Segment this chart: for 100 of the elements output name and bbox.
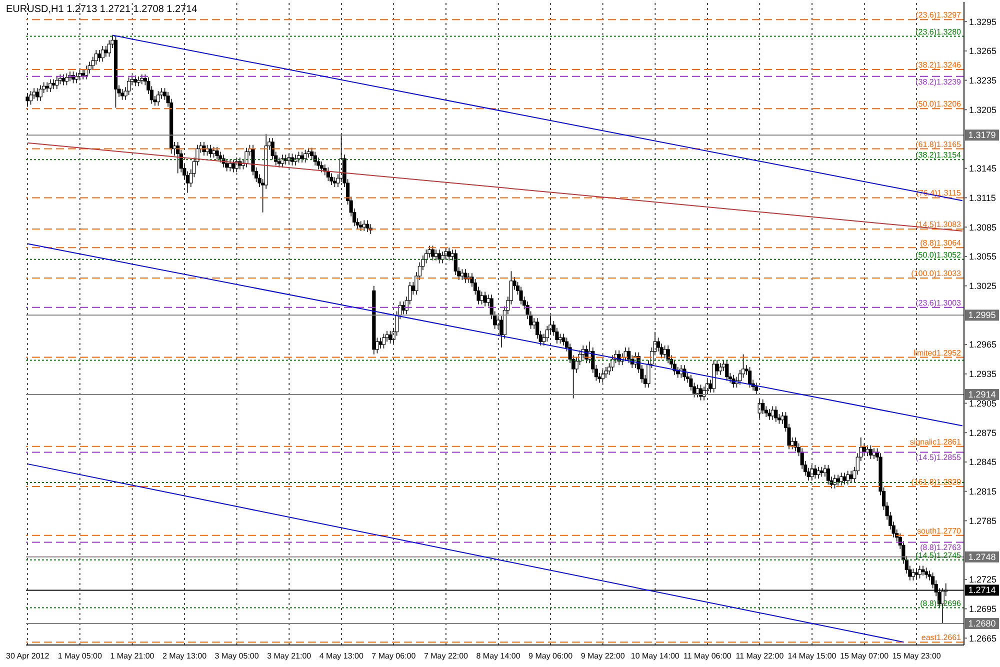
candlestick: [780, 412, 784, 424]
ref-line-label: 1.2748: [968, 552, 996, 562]
ref-line-label: east1.2661: [921, 633, 962, 642]
candlestick: [107, 40, 112, 58]
candlestick: [306, 147, 310, 158]
candlestick: [98, 50, 102, 62]
candlestick: [666, 345, 670, 364]
ref-line-label: limited1.2952: [913, 348, 962, 358]
candlestick: [846, 470, 850, 485]
candlestick: [718, 362, 722, 376]
candlestick: [826, 464, 830, 485]
candlestick: [748, 366, 752, 388]
y-tick-label: 1.2875: [969, 428, 997, 438]
candlestick: [156, 90, 160, 106]
x-tick-label: 3 May 21:00: [267, 652, 312, 661]
y-tick-label: 1.2785: [969, 516, 997, 526]
candlestick: [823, 464, 827, 478]
ref-line-label: (61.8)1.3165: [916, 140, 962, 149]
candlestick: [104, 46, 108, 58]
candlestick: [483, 291, 487, 307]
ref-line-label: signalic1.2861: [910, 437, 962, 446]
ref-line-label: (23.6)1.3297: [916, 10, 962, 20]
candlestick: [304, 149, 308, 163]
y-tick-label: 1.3295: [969, 16, 997, 27]
candlestick: [215, 146, 219, 160]
y-tick-label: 1.2845: [969, 457, 997, 468]
ref-line-label: (14.5)1.3083: [916, 220, 962, 230]
y-tick-label: 1.2965: [969, 340, 997, 350]
x-tick-label: 2 May 13:00: [162, 652, 208, 661]
candlestick: [136, 76, 140, 87]
x-tick-label: 7 May 06:00: [372, 652, 416, 661]
candlestick: [100, 46, 104, 62]
candlestick: [842, 472, 846, 485]
candlestick: [36, 88, 40, 102]
candlestick: [627, 347, 631, 364]
candlestick: [94, 50, 98, 66]
candlestick: [402, 301, 406, 315]
candlestick: [280, 154, 284, 168]
ref-line-label: (14.5)1.2745: [916, 550, 962, 560]
candlestick: [55, 76, 59, 90]
y-tick-label: 1.3025: [969, 281, 997, 292]
candlestick: [836, 474, 840, 486]
ref-line-label: (50.0)1.3206: [916, 100, 962, 109]
candlestick: [911, 568, 916, 581]
x-tick-label: 3 May 05:00: [214, 652, 260, 661]
candlestick: [816, 466, 820, 480]
y-tick-label: 1.3145: [969, 164, 997, 174]
candlestick: [366, 220, 370, 232]
ref-line-label: (100.0)1.3033: [911, 268, 962, 278]
candlestick: [430, 245, 435, 261]
chart-title: EURUSD,H1 1.2713 1.2721 1.2708 1.2714: [6, 4, 198, 15]
ref-line-label: (14.5)1.2855: [916, 453, 962, 462]
candlestick: [663, 345, 667, 359]
candlestick: [868, 444, 873, 460]
candlestick: [434, 249, 438, 261]
ref-line-label: (50.0)1.3052: [916, 250, 962, 260]
candlestick: [921, 565, 925, 576]
ref-line-label: (38.2)1.3246: [916, 60, 962, 70]
y-tick-label: 1.3205: [969, 104, 997, 115]
ref-line-label: (8.8)1.3064: [920, 238, 962, 248]
ref-line-label: south1.2770: [916, 526, 962, 536]
candlestick: [696, 384, 700, 398]
x-tick-label: 10 May 14:00: [630, 652, 680, 661]
candlestick: [682, 364, 686, 382]
y-tick-label: 1.2935: [969, 369, 997, 380]
candlestick: [62, 74, 66, 86]
y-tick-label: 1.3115: [969, 192, 996, 203]
ref-line-label: 1.2995: [968, 310, 996, 320]
candlestick: [244, 147, 248, 168]
candlestick: [924, 567, 928, 579]
x-tick-label: 11 May 06:00: [683, 652, 732, 661]
y-tick-label: 1.3085: [969, 222, 997, 232]
y-tick-label: 1.3055: [969, 252, 997, 262]
y-tick-label: 1.3235: [969, 75, 997, 86]
x-tick-label: 9 May 06:00: [528, 652, 574, 661]
ref-line-label: (161.8)1.2820: [911, 477, 962, 486]
ref-line-label: 1.2914: [968, 389, 996, 400]
candlestick: [610, 354, 614, 372]
x-tick-label: 1 May 05:00: [58, 652, 102, 661]
y-tick-label: 1.2905: [969, 398, 997, 408]
ref-line-label: (23.6)1.3003: [916, 298, 962, 308]
candlestick: [208, 144, 212, 158]
ref-line-label: 1.2714: [968, 585, 996, 596]
candlestick: [359, 220, 363, 232]
y-tick-label: 1.2725: [969, 574, 997, 585]
ref-line-label: 1.3179: [968, 130, 996, 140]
x-tick-label: 15 May 23:00: [892, 652, 942, 661]
x-tick-label: 30 Apr 2012: [6, 652, 50, 661]
ref-line-label: (38.2)1.3239: [916, 77, 962, 86]
ref-line-label: (38.2)1.3154: [916, 150, 962, 160]
candlestick: [140, 74, 144, 85]
ref-line-label: (23.6)1.3280: [916, 27, 962, 36]
candlestick: [300, 151, 304, 163]
candlestick: [378, 337, 382, 349]
x-tick-label: 8 May 14:00: [476, 652, 521, 661]
y-tick-label: 1.2815: [969, 486, 997, 497]
x-tick-label: 9 May 22:00: [580, 652, 626, 661]
x-tick-label: 11 May 22:00: [736, 652, 784, 661]
x-tick-label: 7 May 22:00: [424, 652, 469, 661]
y-tick-label: 1.2695: [969, 604, 997, 614]
